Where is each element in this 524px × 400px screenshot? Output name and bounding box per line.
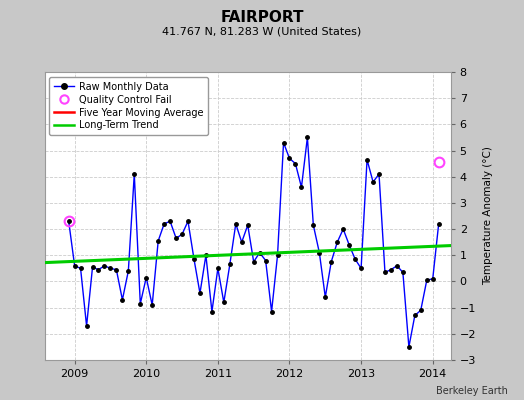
Y-axis label: Temperature Anomaly (°C): Temperature Anomaly (°C) — [483, 146, 493, 286]
Legend: Raw Monthly Data, Quality Control Fail, Five Year Moving Average, Long-Term Tren: Raw Monthly Data, Quality Control Fail, … — [49, 77, 208, 135]
Text: FAIRPORT: FAIRPORT — [220, 10, 304, 25]
Text: Berkeley Earth: Berkeley Earth — [436, 386, 508, 396]
Text: 41.767 N, 81.283 W (United States): 41.767 N, 81.283 W (United States) — [162, 26, 362, 36]
